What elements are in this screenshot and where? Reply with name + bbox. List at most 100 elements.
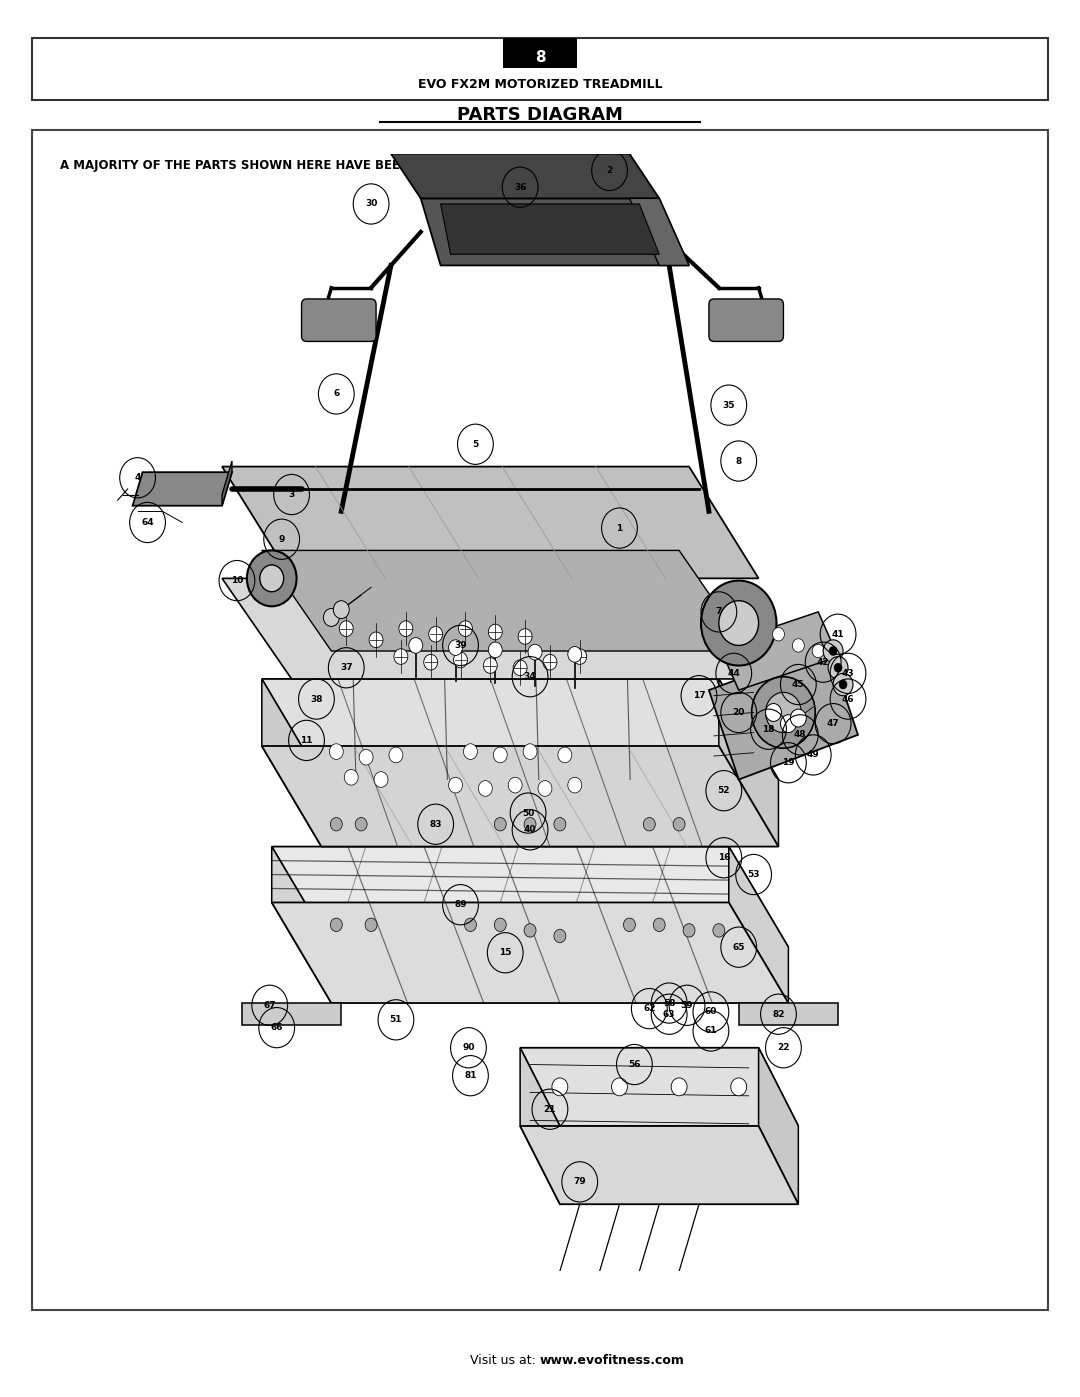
Circle shape — [839, 680, 847, 689]
Circle shape — [554, 929, 566, 943]
Polygon shape — [521, 1048, 798, 1126]
Text: 50: 50 — [522, 809, 535, 817]
Circle shape — [488, 624, 502, 640]
Circle shape — [623, 918, 635, 932]
Circle shape — [644, 817, 656, 831]
Text: 45: 45 — [792, 680, 805, 689]
Circle shape — [772, 627, 784, 641]
Text: 63: 63 — [663, 1010, 675, 1018]
Text: 39: 39 — [455, 641, 467, 650]
Text: 43: 43 — [841, 669, 854, 678]
Circle shape — [683, 923, 696, 937]
Polygon shape — [521, 1126, 798, 1204]
Circle shape — [365, 918, 377, 932]
Circle shape — [538, 781, 552, 796]
Circle shape — [713, 923, 725, 937]
Polygon shape — [708, 645, 858, 780]
FancyBboxPatch shape — [301, 299, 376, 341]
Circle shape — [518, 629, 532, 644]
Text: 1: 1 — [617, 524, 622, 532]
Circle shape — [653, 918, 665, 932]
Text: 64: 64 — [141, 518, 153, 527]
Text: 81: 81 — [464, 1071, 476, 1080]
Circle shape — [494, 747, 508, 763]
Text: 41: 41 — [832, 630, 845, 638]
Text: 90: 90 — [462, 1044, 475, 1052]
Polygon shape — [521, 1048, 559, 1204]
Circle shape — [673, 817, 685, 831]
Text: EVO FX2M MOTORIZED TREADMILL: EVO FX2M MOTORIZED TREADMILL — [418, 78, 662, 91]
Circle shape — [766, 693, 801, 732]
Text: 30: 30 — [365, 200, 377, 208]
Circle shape — [495, 817, 507, 831]
Circle shape — [568, 647, 582, 662]
Text: 34: 34 — [524, 672, 537, 682]
Circle shape — [833, 673, 853, 696]
Bar — [32, 130, 1048, 1310]
Text: 62: 62 — [643, 1004, 656, 1013]
Text: 19: 19 — [782, 759, 795, 767]
Circle shape — [701, 581, 777, 665]
Text: 83: 83 — [430, 820, 442, 828]
Text: 16: 16 — [717, 854, 730, 862]
Circle shape — [611, 1078, 627, 1095]
Text: 52: 52 — [717, 787, 730, 795]
Polygon shape — [261, 679, 779, 780]
Text: 3: 3 — [288, 490, 295, 499]
Circle shape — [766, 704, 782, 721]
Circle shape — [329, 743, 343, 760]
Circle shape — [513, 659, 527, 676]
Text: 51: 51 — [390, 1016, 402, 1024]
Circle shape — [554, 817, 566, 831]
Polygon shape — [758, 1048, 798, 1204]
Text: 56: 56 — [629, 1060, 640, 1069]
Circle shape — [719, 601, 758, 645]
Polygon shape — [630, 198, 689, 265]
Circle shape — [823, 640, 843, 662]
Text: 42: 42 — [816, 658, 829, 666]
Text: PARTS DIAGRAM: PARTS DIAGRAM — [457, 106, 623, 124]
Circle shape — [345, 770, 359, 785]
Polygon shape — [719, 612, 838, 690]
Circle shape — [454, 652, 468, 668]
Polygon shape — [222, 467, 758, 578]
Text: 67: 67 — [264, 1000, 276, 1010]
Circle shape — [524, 923, 536, 937]
Circle shape — [330, 817, 342, 831]
Text: 6: 6 — [334, 390, 339, 398]
Text: 60: 60 — [705, 1007, 717, 1017]
Text: 2: 2 — [607, 166, 612, 175]
Polygon shape — [421, 198, 689, 265]
Text: 66: 66 — [270, 1023, 283, 1032]
Text: 49: 49 — [807, 750, 820, 760]
Polygon shape — [729, 847, 788, 1003]
Text: 47: 47 — [826, 719, 839, 728]
Text: 58: 58 — [663, 999, 675, 1007]
Text: A MAJORITY OF THE PARTS SHOWN HERE HAVE BEEN PREASSEMBLED AT THE FACTORY.: A MAJORITY OF THE PARTS SHOWN HERE HAVE … — [60, 158, 636, 172]
Circle shape — [828, 657, 848, 679]
Text: 8: 8 — [735, 457, 742, 465]
Text: 7: 7 — [716, 608, 723, 616]
Polygon shape — [222, 578, 758, 679]
Text: 11: 11 — [300, 736, 313, 745]
Circle shape — [463, 743, 477, 760]
Circle shape — [671, 1078, 687, 1095]
Circle shape — [558, 747, 571, 763]
FancyBboxPatch shape — [708, 299, 783, 341]
Circle shape — [360, 749, 373, 766]
Circle shape — [543, 654, 557, 671]
Polygon shape — [739, 1003, 838, 1025]
Polygon shape — [441, 204, 659, 254]
Text: 38: 38 — [310, 694, 323, 704]
Circle shape — [464, 918, 476, 932]
Circle shape — [568, 777, 582, 793]
Circle shape — [484, 658, 497, 673]
Text: 10: 10 — [231, 576, 243, 585]
Polygon shape — [272, 847, 332, 1003]
Circle shape — [834, 664, 842, 672]
Text: 22: 22 — [778, 1044, 789, 1052]
Text: 59: 59 — [680, 1000, 693, 1010]
Circle shape — [355, 817, 367, 831]
Circle shape — [374, 771, 388, 788]
Polygon shape — [133, 472, 232, 506]
